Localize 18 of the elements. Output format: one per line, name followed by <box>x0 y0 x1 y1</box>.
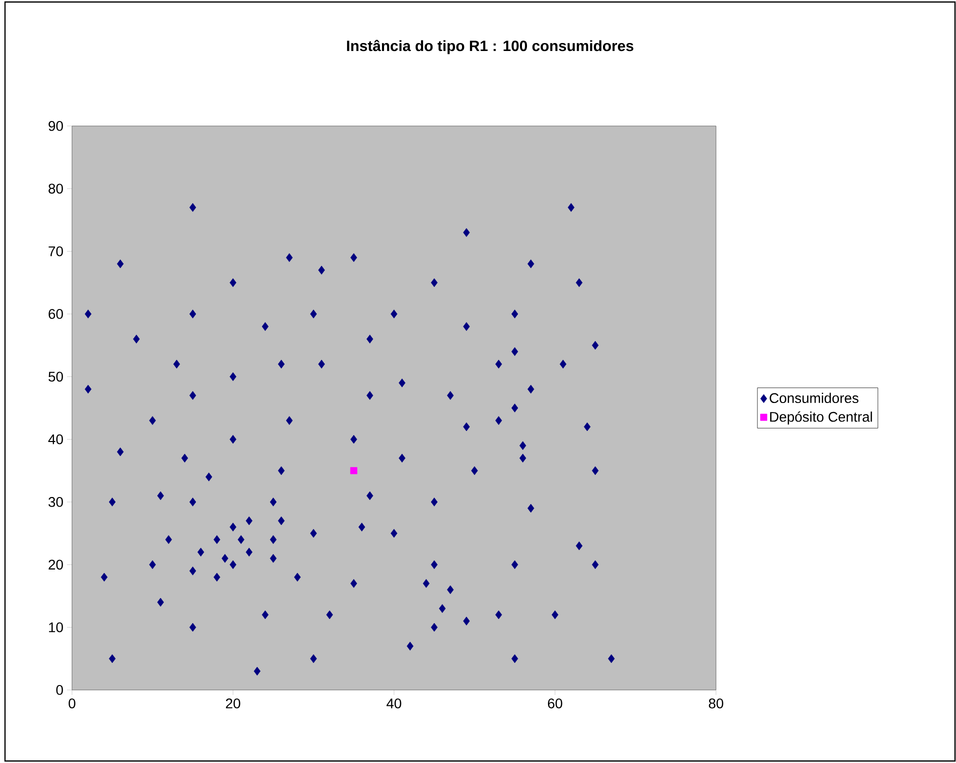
y-tick-label: 60 <box>48 309 63 319</box>
y-tick-label: 0 <box>56 685 63 695</box>
y-tick-label: 90 <box>48 121 63 131</box>
legend-label: Depósito Central <box>770 411 872 425</box>
x-tick-label: 20 <box>226 698 240 708</box>
y-tick-label: 70 <box>48 246 63 256</box>
x-tick-label: 80 <box>708 698 724 708</box>
y-tick-label: 30 <box>48 497 63 507</box>
chart-title: Instância do tipo R1 : 100 consumidores <box>347 40 634 54</box>
x-tick-label: 0 <box>68 698 76 708</box>
legend-label: Consumidores <box>770 392 858 404</box>
y-tick-label: 50 <box>48 372 63 382</box>
y-tick-label: 10 <box>49 622 63 632</box>
y-tick-label: 40 <box>48 434 63 444</box>
x-tick-label: 40 <box>386 698 402 708</box>
y-tick-label: 20 <box>48 560 63 570</box>
x-tick-label: 60 <box>548 698 562 708</box>
y-tick-label: 80 <box>48 184 63 194</box>
